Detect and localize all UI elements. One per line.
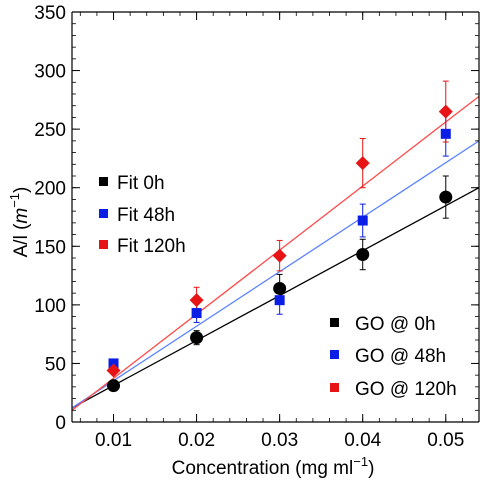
x-tick-label: 0.03 bbox=[261, 430, 298, 451]
data-point-go-48h bbox=[440, 128, 451, 139]
tick-labels: 0.01 0.02 0.03 0.04 0.05 0 50 100 150 200 250 300 35… bbox=[34, 3, 464, 451]
x-tick-label: 0.04 bbox=[344, 430, 381, 451]
data-point-go-0h bbox=[107, 379, 121, 393]
y-tick-label: 50 bbox=[45, 354, 66, 375]
legend-fit-48h-label: Fit 48h bbox=[117, 205, 175, 226]
legend-fits: Fit 0h Fit 48h Fit 120h bbox=[99, 173, 186, 257]
legend-fit-0h-label: Fit 0h bbox=[117, 173, 165, 194]
data-point-go-120h bbox=[272, 248, 287, 263]
x-axis-title: Concentration (mg ml−1) bbox=[172, 454, 375, 479]
legend-go-120h-label: GO @ 120h bbox=[355, 379, 457, 400]
data-point-go-0h bbox=[273, 281, 287, 295]
legend-fit-120h-swatch bbox=[99, 240, 108, 249]
data-point-go-120h bbox=[355, 156, 370, 171]
legend-fit-0h-swatch bbox=[99, 177, 108, 186]
y-tick-label: 100 bbox=[34, 296, 66, 317]
data-points bbox=[106, 104, 453, 393]
y-tick-label: 350 bbox=[34, 3, 66, 24]
y-tick-label: 300 bbox=[34, 62, 66, 83]
data-point-go-0h bbox=[190, 331, 204, 345]
x-tick-label: 0.02 bbox=[178, 430, 215, 451]
axes bbox=[71, 11, 480, 423]
data-point-go-120h bbox=[189, 293, 204, 308]
data-point-go-120h bbox=[106, 363, 121, 378]
data-point-go-48h bbox=[191, 308, 202, 319]
data-point-go-48h bbox=[108, 358, 119, 369]
legend-go-48h-swatch bbox=[330, 350, 339, 359]
legend-data: GO @ 0h GO @ 48h GO @ 120h bbox=[330, 314, 457, 400]
y-tick-label: 250 bbox=[34, 120, 66, 141]
legend-go-0h-label: GO @ 0h bbox=[355, 314, 436, 335]
data-point-go-48h bbox=[357, 215, 368, 226]
legend-go-120h-swatch bbox=[330, 383, 339, 392]
data-point-go-48h bbox=[274, 295, 285, 306]
fit-line-1 bbox=[71, 140, 480, 409]
y-tick-label: 200 bbox=[34, 179, 66, 200]
x-tick-label: 0.01 bbox=[95, 430, 132, 451]
legend-fit-48h-swatch bbox=[99, 209, 108, 218]
y-tick-label: 0 bbox=[55, 413, 66, 434]
legend-go-48h-label: GO @ 48h bbox=[355, 346, 446, 367]
legend-go-0h-swatch bbox=[330, 318, 339, 327]
y-axis-title: A/l (m−1) bbox=[7, 187, 32, 258]
data-point-go-0h bbox=[356, 247, 370, 261]
legend-fit-120h-label: Fit 120h bbox=[117, 236, 186, 257]
y-tick-label: 150 bbox=[34, 237, 66, 258]
data-point-go-0h bbox=[439, 190, 453, 204]
x-tick-label: 0.05 bbox=[427, 430, 464, 451]
data-point-go-120h bbox=[438, 104, 453, 119]
